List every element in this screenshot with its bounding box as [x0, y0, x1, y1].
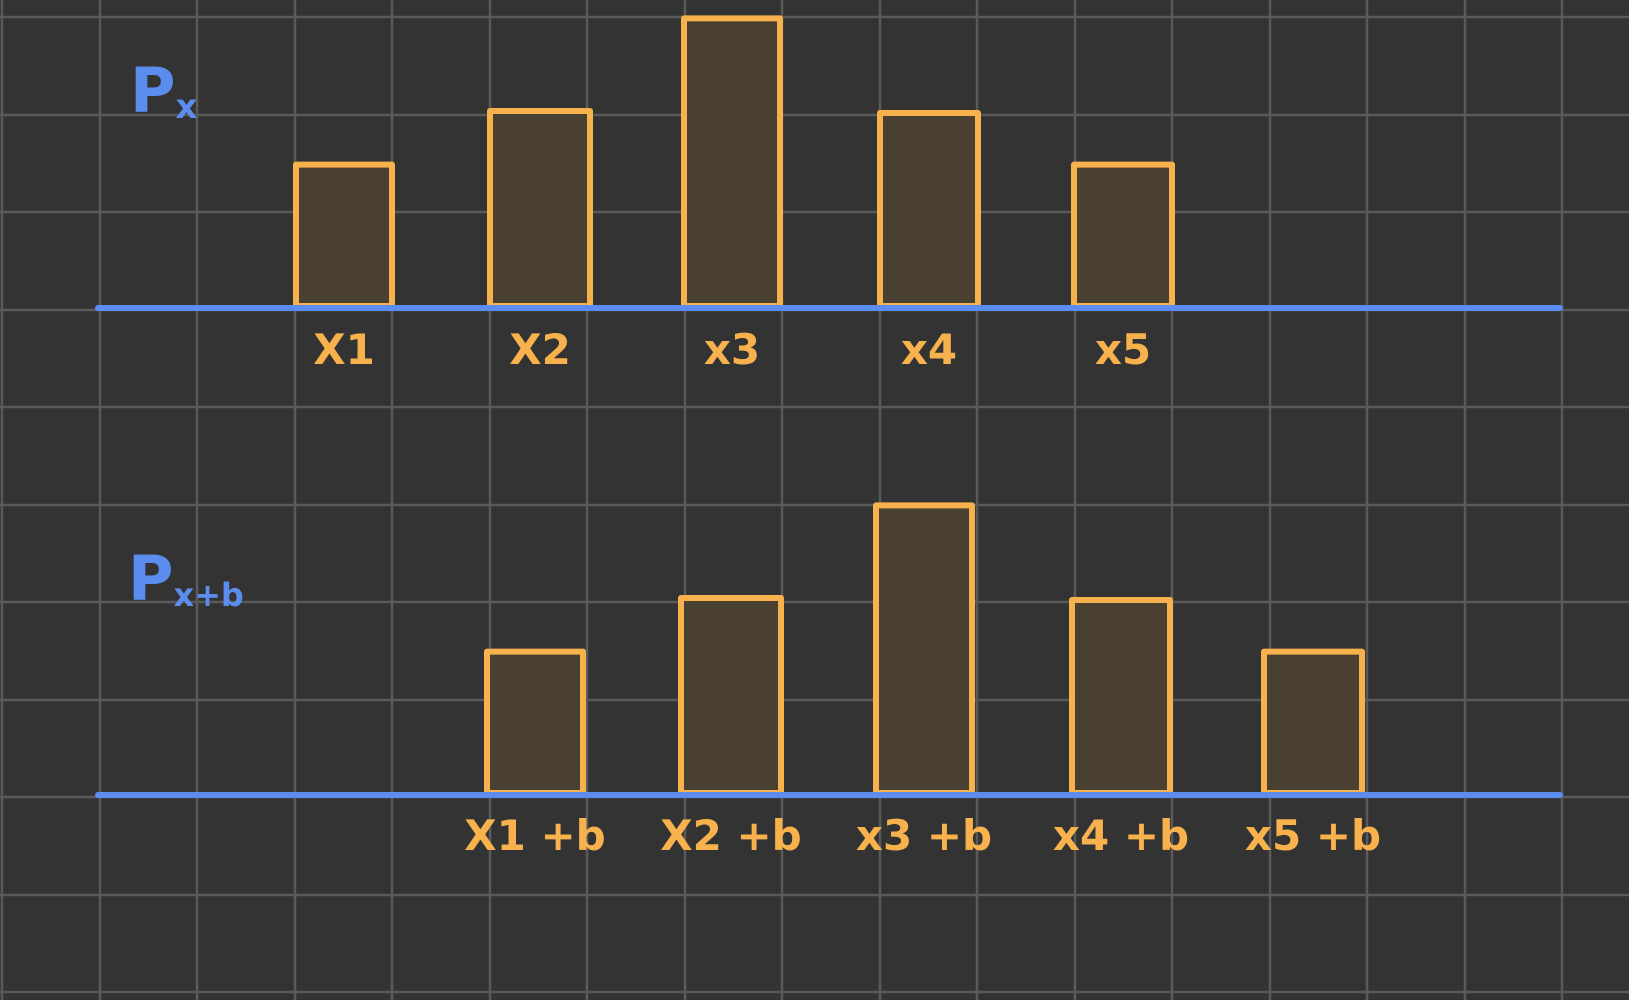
bars-pxb: [484, 502, 1365, 797]
bar-pxb-2: [678, 595, 784, 796]
bar-label-pxb-4: x4 +b: [1053, 811, 1189, 860]
bar-pxb-3: [873, 502, 975, 796]
bar-label-pxb-5: x5 +b: [1245, 811, 1381, 860]
bars-px: [293, 15, 1175, 309]
bar-pxb-1: [484, 648, 586, 796]
bar-label-pxb-3: x3 +b: [856, 811, 992, 860]
labels-pxb: X1 +b X2 +b x3 +b x4 +b x5 +b: [464, 811, 1381, 860]
bar-px-1: [293, 161, 395, 309]
chart-px: Px X1 X2 x3 x4 x5: [95, 15, 1563, 374]
bar-px-5: [1071, 161, 1175, 309]
labels-px: X1 X2 x3 x4 x5: [313, 325, 1151, 374]
bar-pxb-5: [1261, 648, 1365, 796]
chart-pxb: Px+b X1 +b X2 +b x3 +b x4 +b x5 +b: [95, 502, 1563, 860]
bar-label-px-5: x5: [1095, 325, 1151, 374]
bar-label-px-4: x4: [901, 325, 957, 374]
bar-px-2: [487, 108, 593, 309]
bar-label-pxb-1: X1 +b: [464, 811, 605, 860]
bar-px-3: [681, 15, 783, 309]
bar-label-px-1: X1: [313, 325, 375, 374]
bar-pxb-4: [1069, 596, 1173, 797]
bar-label-pxb-2: X2 +b: [660, 811, 801, 860]
bar-label-px-3: x3: [704, 325, 760, 374]
bar-label-px-2: X2: [509, 325, 571, 374]
chart-title-px: Px: [130, 54, 197, 127]
chart-title-pxb: Px+b: [128, 542, 244, 615]
bar-px-4: [877, 109, 981, 309]
